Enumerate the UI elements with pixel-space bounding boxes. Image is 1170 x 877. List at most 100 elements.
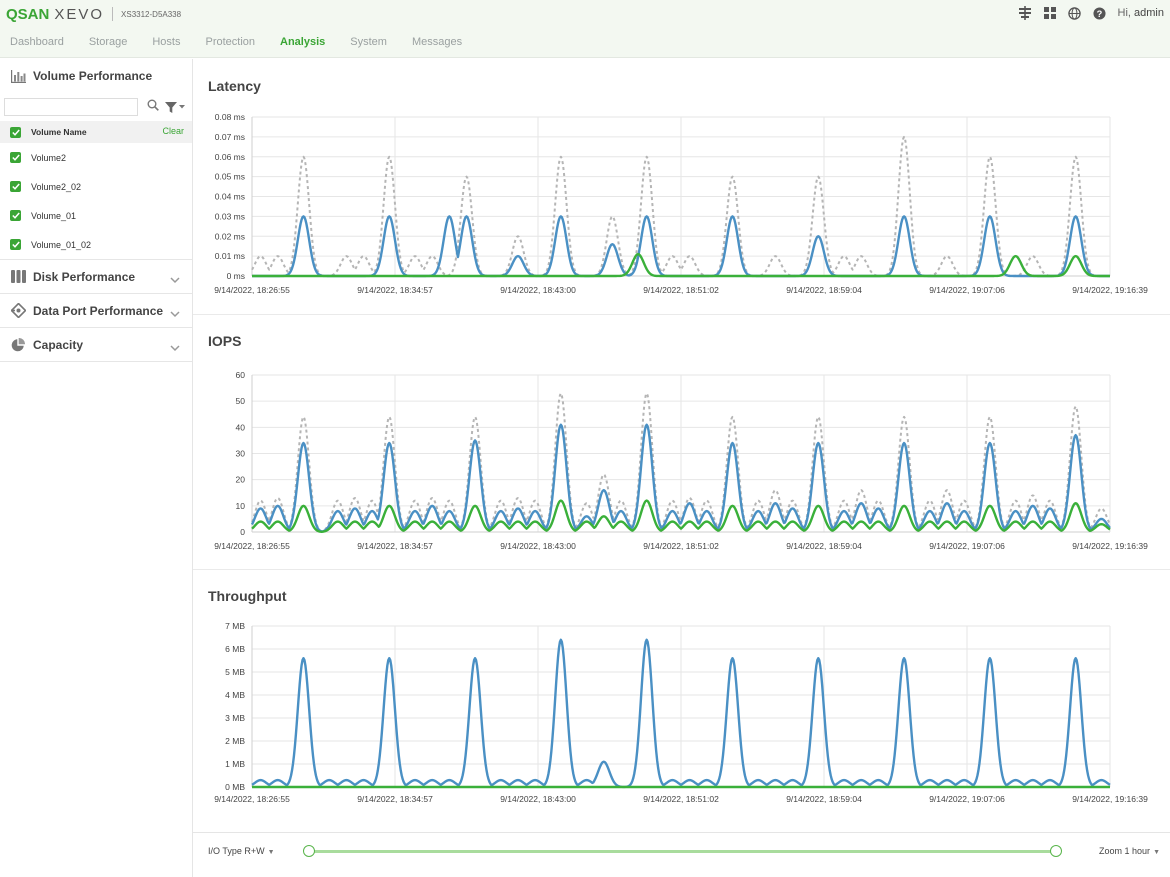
nav-item-system[interactable]: System (350, 36, 387, 48)
series-line (250, 423, 1111, 533)
svg-text:?: ? (1097, 8, 1103, 18)
chart-title: Latency (208, 78, 261, 94)
io-type-label: I/O Type R+W (208, 846, 265, 856)
y-tick-label: 0.07 ms (215, 132, 245, 142)
chevron-down-icon[interactable] (170, 339, 180, 357)
user-greeting[interactable]: Hi, admin (1118, 7, 1164, 19)
x-tick-label: 9/14/2022, 18:43:00 (500, 541, 576, 551)
nav-item-protection[interactable]: Protection (205, 36, 256, 48)
volume-performance-section[interactable]: Volume Performance (0, 59, 192, 93)
chevron-down-icon[interactable] (170, 271, 180, 289)
y-tick-label: 60 (236, 370, 246, 380)
y-tick-label: 3 MB (225, 713, 245, 723)
volume-name: Volume_01 (31, 210, 77, 221)
range-end-handle[interactable] (1050, 845, 1062, 857)
latency-panel: Latency 0 ms 0.01 ms 0.02 ms 0.03 ms 0.04 ms… (193, 59, 1170, 315)
series-line (251, 252, 1111, 278)
volume-name: Volume_01_02 (31, 239, 92, 250)
x-tick-label: 9/14/2022, 19:16:39 (1072, 285, 1148, 295)
nav-item-messages[interactable]: Messages (411, 36, 463, 48)
y-tick-label: 0 ms (227, 271, 245, 281)
bar-chart-icon (10, 68, 26, 84)
zoom-label: Zoom 1 hour (1099, 846, 1151, 856)
y-tick-label: 4 MB (225, 690, 245, 700)
y-tick-label: 0.01 ms (215, 251, 245, 261)
globe-language-icon[interactable] (1068, 6, 1082, 20)
series-line (251, 135, 1111, 277)
x-tick-label: 9/14/2022, 19:07:06 (929, 285, 1005, 295)
volume-performance-label: Volume Performance (33, 69, 153, 83)
y-tick-label: 2 MB (225, 736, 245, 746)
volume-checkbox[interactable] (10, 239, 21, 250)
y-tick-label: 30 (236, 449, 246, 459)
x-tick-label: 9/14/2022, 18:34:57 (357, 285, 433, 295)
volume-list-item[interactable]: Volume2 (0, 143, 192, 172)
y-tick-label: 0.04 ms (215, 192, 245, 202)
nav-item-analysis[interactable]: Analysis (280, 36, 326, 48)
help-icon[interactable]: ? (1093, 6, 1107, 20)
y-tick-label: 0 (240, 527, 245, 537)
nav-item-storage[interactable]: Storage (88, 36, 128, 48)
volume-list-item[interactable]: Volume2_02 (0, 172, 192, 201)
grid-apps-icon[interactable] (1043, 6, 1057, 20)
volume-list-header[interactable]: Volume Name Clear (0, 121, 192, 143)
top-header: QSAN XEVO XS3312-D5A338 ? Hi, admin Dash… (0, 0, 1170, 58)
latency-chart: 0 ms 0.01 ms 0.02 ms 0.03 ms 0.04 ms 0.05 ms 0… (214, 112, 1148, 295)
zoom-dropdown[interactable]: Zoom 1 hour ▼ (1099, 846, 1160, 856)
section-label: Data Port Performance (33, 303, 164, 318)
volume-name-header: Volume Name (31, 127, 87, 137)
x-tick-label: 9/14/2022, 18:26:55 (214, 541, 290, 551)
brand[interactable]: QSAN XEVO XS3312-D5A338 (6, 5, 181, 23)
volume-checkbox[interactable] (10, 210, 21, 221)
chart-title: IOPS (208, 333, 242, 349)
x-tick-label: 9/14/2022, 18:59:04 (786, 794, 862, 804)
volume-search-input[interactable] (4, 98, 138, 116)
data-port-performance-section[interactable]: Data Port Performance (0, 294, 192, 328)
y-tick-label: 40 (236, 422, 246, 432)
throughput-chart: 0 MB 1 MB 2 MB 3 MB 4 MB 5 MB 6 MB 7 MB 9/14/202… (214, 621, 1148, 804)
x-tick-label: 9/14/2022, 18:51:02 (643, 794, 719, 804)
series-line (251, 638, 1111, 789)
y-tick-label: 0.03 ms (215, 211, 245, 221)
x-tick-label: 9/14/2022, 18:34:57 (357, 794, 433, 804)
x-tick-label: 9/14/2022, 18:34:57 (357, 541, 433, 551)
y-tick-label: 0.02 ms (215, 231, 245, 241)
y-tick-label: 6 MB (225, 644, 245, 654)
chevron-down-icon[interactable] (170, 305, 180, 323)
volume-checkbox[interactable] (10, 181, 21, 192)
clear-button[interactable]: Clear (162, 126, 184, 136)
data-port-icon (10, 303, 26, 319)
header-actions: ? Hi, admin (1018, 4, 1164, 22)
io-type-dropdown[interactable]: I/O Type R+W ▼ (208, 846, 275, 856)
volume-list-item[interactable]: Volume_01 (0, 201, 192, 230)
network-icon[interactable] (1018, 6, 1032, 20)
nav-item-dashboard[interactable]: Dashboard (10, 36, 64, 48)
disk-performance-section[interactable]: Disk Performance (0, 260, 192, 294)
brand-divider (112, 7, 114, 21)
y-tick-label: 0.05 ms (215, 172, 245, 182)
x-tick-label: 9/14/2022, 18:51:02 (643, 541, 719, 551)
x-tick-label: 9/14/2022, 19:16:39 (1072, 541, 1148, 551)
search-icon[interactable] (147, 98, 159, 116)
nav-item-hosts[interactable]: Hosts (152, 36, 181, 48)
y-tick-label: 20 (236, 475, 246, 485)
x-tick-label: 9/14/2022, 18:26:55 (214, 285, 290, 295)
select-all-checkbox[interactable] (10, 126, 21, 138)
throughput-panel: Throughput 0 MB 1 MB 2 MB 3 MB 4 MB 5 MB 6 MB 7… (193, 570, 1170, 832)
volume-name: Volume2 (31, 152, 67, 163)
time-range-slider[interactable] (309, 850, 1057, 853)
capacity-section[interactable]: Capacity (0, 328, 192, 362)
volume-list: Volume2 Volume2_02 Volume_01 Volume_01_02 (0, 143, 192, 259)
chevron-down-icon: ▼ (267, 849, 275, 856)
range-start-handle[interactable] (303, 845, 315, 857)
section-label: Capacity (33, 337, 84, 352)
volume-list-item[interactable]: Volume_01_02 (0, 230, 192, 259)
filter-icon[interactable] (165, 101, 185, 113)
volume-checkbox[interactable] (10, 152, 21, 163)
disk-icon (10, 269, 26, 285)
x-tick-label: 9/14/2022, 18:59:04 (786, 541, 862, 551)
y-tick-label: 0.06 ms (215, 152, 245, 162)
x-tick-label: 9/14/2022, 19:07:06 (929, 794, 1005, 804)
volume-name: Volume2_02 (31, 181, 82, 192)
y-tick-label: 50 (236, 396, 246, 406)
